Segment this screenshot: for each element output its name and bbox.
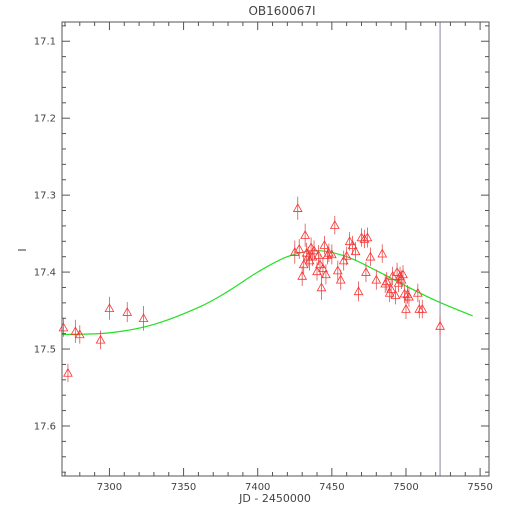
data-point [294,243,305,253]
x-tick-label: 7500 [393,482,418,493]
data-point [435,320,445,330]
y-tick-label: 17.2 [34,114,56,125]
y-axis-label: I [16,248,29,251]
data-point [306,242,316,252]
data-point [289,247,300,256]
data-point [350,246,361,256]
data-point [377,248,388,258]
data-point [309,245,319,255]
model-curve [61,249,473,336]
data-point [338,255,349,265]
data-point [300,230,311,239]
plot-frame [61,21,490,477]
x-tick-label: 7450 [319,482,344,493]
data-point [122,307,133,316]
chart-title: OB160067I [248,4,315,18]
data-point [313,250,324,259]
data-point [353,286,364,296]
data-point [70,326,81,336]
data-point [362,232,373,242]
data-point [335,274,346,284]
data-point [359,233,370,243]
axes: 7300 7350 7400 7450 7500 7550 17.1 17.2 17.3 17.4… [34,22,493,493]
data-point [365,251,376,261]
data-point [347,240,358,249]
data-point [297,270,308,280]
x-tick-label: 7300 [97,482,122,493]
data-point [395,270,405,280]
data-point [332,265,343,275]
data-point [318,263,328,272]
data-point [341,250,352,260]
data-point [390,290,401,299]
y-tick-label: 17.6 [34,421,56,432]
data-point [58,322,69,332]
data-point [417,303,428,313]
y-tick-label: 17.3 [34,191,56,202]
y-tick-label: 17.1 [34,37,56,48]
x-axis-label: JD - 2450000 [238,492,311,505]
data-point [104,303,115,313]
data-point [329,220,340,229]
data-point [326,249,337,259]
data-point [399,288,410,298]
y-tick-label: 17.4 [34,268,56,279]
data-point [344,236,355,246]
data-point [319,240,330,249]
data-point [371,274,382,284]
data-point [307,251,318,261]
x-tick-label: 7400 [245,482,270,493]
data-point [412,287,423,297]
data-point [401,303,411,313]
data-point [301,247,312,257]
x-tick-label: 7550 [467,482,492,493]
data-point [138,313,149,323]
data-point [63,367,73,377]
data-point [386,283,397,293]
y-tick-label: 17.5 [34,345,56,356]
data-point [292,203,303,212]
data-point [396,274,407,284]
x-tick-label: 7350 [171,482,196,493]
plot-area [58,22,473,476]
data-point [316,282,327,292]
data-point [393,277,404,287]
data-point [74,329,85,339]
data-point [95,334,106,344]
data-point [392,267,402,276]
data-point [404,291,414,301]
data-point [321,269,331,279]
data-point [398,269,408,279]
data-point [315,259,325,269]
data-point [361,267,371,276]
data-point [381,276,392,286]
